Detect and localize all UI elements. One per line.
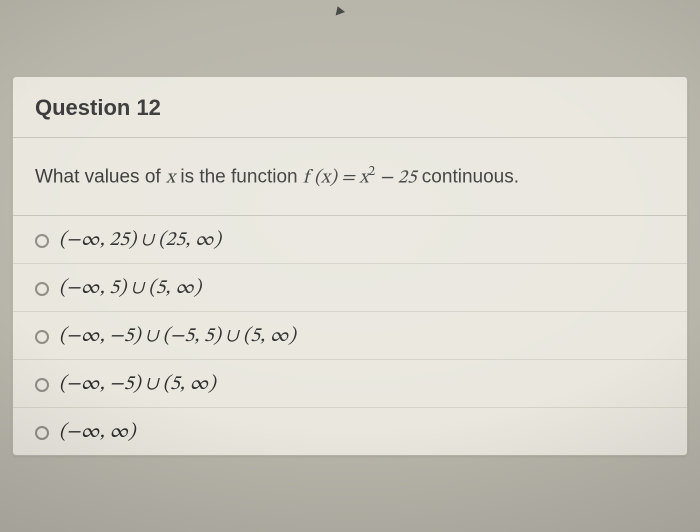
prompt-prefix: What values of [35, 166, 166, 187]
prompt-func-lhs: f (x) = x [303, 168, 369, 187]
option-label: (−∞, −5) ∪ (5, ∞) [59, 372, 216, 397]
cursor-pointer [333, 5, 345, 16]
radio-icon[interactable] [35, 282, 49, 296]
radio-icon[interactable] [35, 426, 49, 440]
option-row[interactable]: (−∞, −5) ∪ (5, ∞) [13, 360, 687, 408]
option-label: (−∞, 25) ∪ (25, ∞) [59, 228, 221, 253]
question-header: Question 12 [13, 77, 687, 138]
prompt-middle: is the function [175, 166, 303, 187]
prompt-suffix: continuous. [417, 166, 519, 187]
radio-icon[interactable] [35, 378, 49, 392]
option-row[interactable]: (−∞, 5) ∪ (5, ∞) [13, 264, 687, 312]
question-title: Question 12 [35, 95, 161, 120]
option-row[interactable]: (−∞, 25) ∪ (25, ∞) [13, 216, 687, 264]
prompt-minus: − [375, 168, 398, 187]
option-label: (−∞, −5) ∪ (−5, 5) ∪ (5, ∞) [59, 324, 296, 349]
option-row[interactable]: (−∞, −5) ∪ (−5, 5) ∪ (5, ∞) [13, 312, 687, 360]
prompt-variable: x [166, 168, 175, 187]
radio-icon[interactable] [35, 234, 49, 248]
question-card: Question 12 What values of x is the func… [12, 76, 688, 457]
option-row[interactable]: (−∞, ∞) [13, 408, 687, 455]
prompt-constant: 25 [398, 168, 417, 187]
options-list: (−∞, 25) ∪ (25, ∞) (−∞, 5) ∪ (5, ∞) (−∞,… [13, 216, 687, 455]
question-prompt: What values of x is the function f (x) =… [13, 138, 687, 217]
radio-icon[interactable] [35, 330, 49, 344]
option-label: (−∞, ∞) [59, 420, 135, 445]
option-label: (−∞, 5) ∪ (5, ∞) [59, 276, 201, 301]
